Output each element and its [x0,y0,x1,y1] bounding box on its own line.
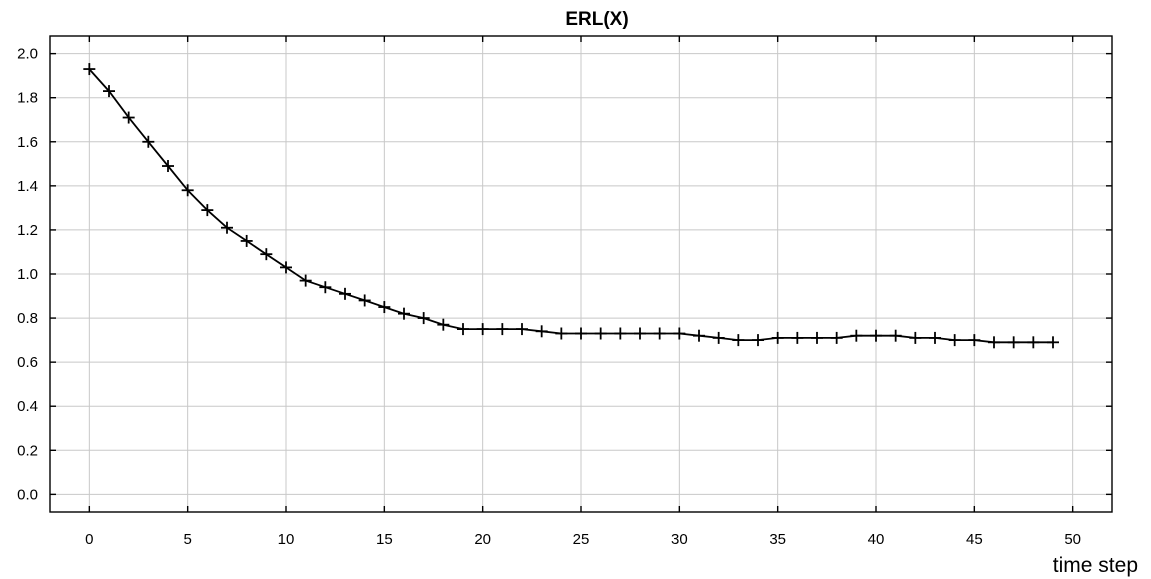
data-point-marker [870,329,882,342]
axis-ticks [50,36,1112,512]
x-tick-label: 35 [769,531,786,548]
data-point-marker [929,331,941,344]
data-point-marker [771,331,784,344]
y-tick-label: 1.8 [17,90,38,107]
data-point-marker [614,327,627,340]
data-point-marker [240,234,253,247]
data-point-marker [162,160,174,173]
data-point-marker [83,63,96,76]
data-point-marker [830,331,843,344]
x-tick-label: 10 [278,531,295,548]
data-point-marker [457,323,469,336]
data-point-marker [496,323,509,336]
data-point-marker [142,135,155,148]
x-tick-label: 5 [183,531,191,548]
y-tick-label: 1.2 [17,222,38,239]
x-tick-label: 25 [573,531,590,548]
data-point-marker [752,334,764,347]
y-tick-label: 1.6 [17,134,38,151]
x-tick-label: 45 [966,531,983,548]
data-point-marker [1047,336,1059,349]
data-point-marker [516,323,528,336]
data-point-marker [850,329,863,342]
data-point-marker [693,329,705,342]
data-point-marker [181,184,194,197]
data-point-marker [634,327,646,340]
data-point-marker [948,334,961,347]
x-tick-label: 30 [671,531,688,548]
data-point-marker [535,325,548,338]
data-point-marker [988,336,1000,349]
data-point-marker [791,331,804,344]
chart-title: ERL(X) [565,9,628,30]
data-point-marker [398,307,410,320]
y-tick-label: 0.8 [17,310,38,327]
data-point-marker [280,261,292,274]
data-point-marker [476,323,489,336]
data-point-marker [673,327,686,340]
x-tick-label: 50 [1064,531,1081,548]
data-point-marker [712,331,725,344]
y-tick-label: 1.0 [17,266,38,283]
x-axis-title: time step [1053,554,1138,577]
data-point-marker [221,221,233,234]
data-point-marker [594,327,607,340]
data-point-marker [575,327,587,340]
data-point-marker [339,287,351,300]
data-point-marker [378,301,391,314]
x-tick-label: 15 [376,531,393,548]
y-tick-label: 0.4 [17,398,38,415]
data-point-marker [1027,336,1040,349]
data-point-marker [889,329,902,342]
data-point-marker [103,85,115,98]
x-tick-label: 0 [85,531,93,548]
data-point-marker [909,331,922,344]
data-point-marker [319,281,332,294]
data-point-marker [299,274,312,287]
data-point-marker [653,327,666,340]
data-point-marker [437,318,450,331]
data-point-marker [417,312,430,325]
data-point-marker [1007,336,1020,349]
data-point-marker [732,334,745,347]
data-point-marker [968,334,981,347]
y-tick-label: 2.0 [17,46,38,63]
y-tick-label: 0.6 [17,354,38,371]
data-point-marker [260,248,273,261]
series [83,63,1059,349]
data-point-marker [555,327,568,340]
grid [50,36,1112,512]
y-tick-label: 1.4 [17,178,38,195]
data-point-marker [811,331,823,344]
y-tick-label: 0.0 [17,486,38,503]
x-tick-label: 40 [868,531,885,548]
x-tick-label: 20 [474,531,491,548]
y-tick-label: 0.2 [17,442,38,459]
data-point-marker [358,294,371,307]
data-point-marker [201,204,214,217]
tick-labels: 0 5 10 15 20 25 30 35 40 45 50 0.0 0.2 0.4 0.6 0.8 1.0 1.… [17,46,1081,548]
data-point-marker [122,111,135,124]
